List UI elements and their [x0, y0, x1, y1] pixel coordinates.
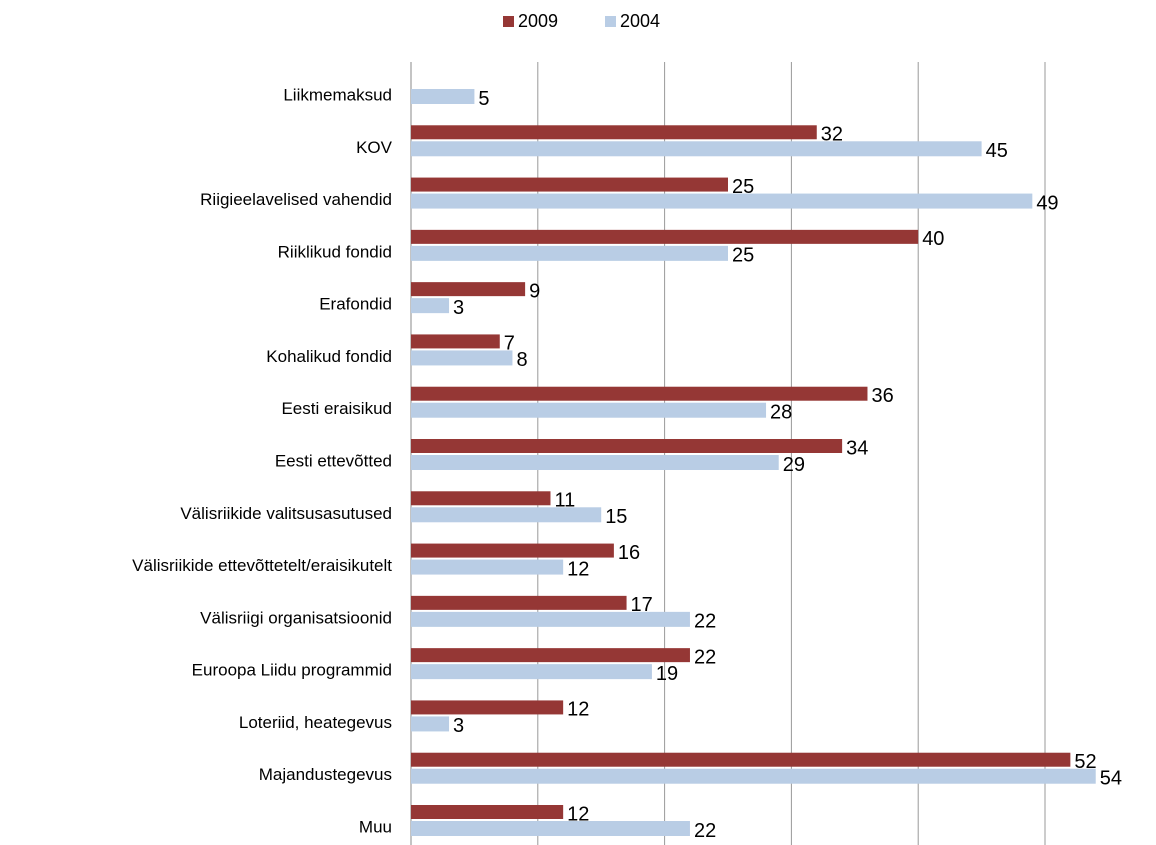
bar	[411, 716, 450, 732]
y-tick-label: Välisriigi organisatsioonid	[200, 608, 392, 627]
data-label: 3	[453, 715, 464, 737]
bar	[411, 752, 1071, 767]
data-label: 36	[871, 385, 893, 407]
data-label: 7	[504, 333, 515, 355]
bar	[411, 595, 627, 610]
bar	[411, 543, 614, 558]
y-tick-label: Riigieelavelised vahendid	[200, 190, 392, 209]
data-label: 22	[694, 820, 716, 842]
bar	[411, 193, 1033, 209]
bar	[411, 821, 690, 836]
y-tick-label: Riiklikud fondid	[278, 242, 392, 261]
data-label: 52	[1074, 751, 1096, 773]
y-tick-label: Muu	[359, 817, 392, 836]
bar	[411, 141, 982, 157]
y-tick-label: Euroopa Liidu programmid	[192, 661, 392, 680]
data-label: 16	[618, 542, 640, 564]
y-tick-label: Liikmemaksud	[283, 85, 392, 104]
y-tick-label: Erafondid	[319, 295, 392, 314]
y-tick-label: Kohalikud fondid	[266, 347, 392, 366]
bar	[411, 700, 564, 715]
bar	[411, 559, 564, 575]
bar	[411, 402, 767, 418]
bar	[411, 768, 1096, 784]
data-label: 9	[529, 280, 540, 302]
data-label: 45	[986, 140, 1008, 162]
bar	[411, 245, 728, 261]
data-label: 25	[732, 176, 754, 198]
data-label: 17	[631, 594, 653, 616]
y-tick-label: KOV	[356, 138, 393, 157]
y-tick-label: Majandustegevus	[259, 765, 392, 784]
data-label: 3	[453, 297, 464, 319]
bar	[411, 229, 919, 244]
data-label: 22	[694, 646, 716, 668]
data-label: 11	[554, 490, 575, 512]
data-label: 34	[846, 437, 868, 459]
y-tick-label: Välisriikide valitsusasutused	[180, 504, 392, 523]
bar	[411, 350, 513, 366]
bar	[411, 611, 690, 627]
data-label: 15	[605, 506, 627, 528]
data-label: 29	[783, 454, 805, 476]
bar	[411, 648, 690, 663]
data-label: 12	[567, 699, 589, 721]
bar	[411, 125, 817, 140]
data-label: 32	[821, 124, 843, 146]
data-label: 5	[478, 88, 489, 110]
data-label: 12	[567, 803, 589, 825]
legend-swatch	[503, 16, 514, 27]
bar	[411, 664, 652, 680]
bar	[411, 334, 500, 349]
data-label: 28	[770, 401, 792, 423]
bar	[411, 491, 551, 506]
data-label: 54	[1100, 767, 1122, 789]
bar	[411, 89, 475, 104]
bar	[411, 439, 843, 453]
y-tick-label: Välisriikide ettevõttetelt/eraisikutelt	[132, 556, 392, 575]
y-tick-label: Loteriid, heategevus	[239, 713, 392, 732]
legend-label: 2009	[518, 11, 558, 31]
legend-label: 2004	[620, 11, 660, 31]
data-label: 40	[922, 228, 944, 250]
data-label: 49	[1036, 192, 1058, 214]
y-tick-label: Eesti ettevõtted	[275, 451, 392, 470]
data-label: 8	[516, 349, 527, 371]
y-tick-label: Eesti eraisikud	[281, 399, 392, 418]
bar	[411, 282, 526, 297]
legend-swatch	[605, 16, 616, 27]
data-label: 25	[732, 245, 754, 267]
data-label: 22	[694, 611, 716, 633]
bar	[411, 805, 564, 819]
data-label: 19	[656, 663, 678, 685]
bar	[411, 386, 868, 401]
data-label: 12	[567, 558, 589, 580]
bar	[411, 455, 779, 470]
bar	[411, 298, 450, 314]
bar	[411, 177, 728, 192]
bar	[411, 507, 602, 523]
